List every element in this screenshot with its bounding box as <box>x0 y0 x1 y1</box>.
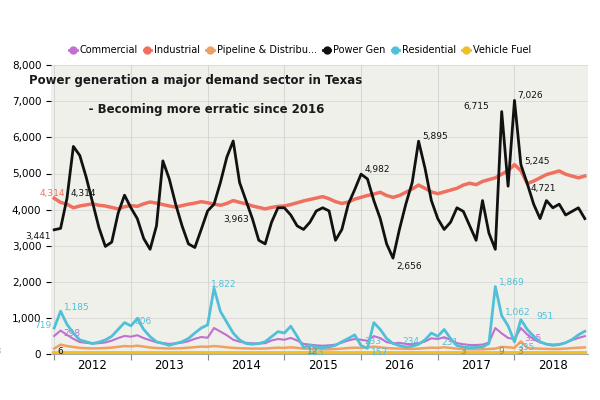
Text: 4,314: 4,314 <box>40 189 65 198</box>
Legend: Commercial, Industrial, Pipeline & Distribu..., Power Gen, Residential, Vehicle : Commercial, Industrial, Pipeline & Distr… <box>65 41 535 59</box>
Text: 951: 951 <box>537 312 554 320</box>
Text: 2,656: 2,656 <box>396 262 422 271</box>
Text: 1,869: 1,869 <box>499 278 524 288</box>
Text: 7,026: 7,026 <box>518 91 544 100</box>
Text: 3,963: 3,963 <box>224 215 250 224</box>
Text: 4,982: 4,982 <box>364 165 390 174</box>
Text: Power generation a major demand sector in Texas: Power generation a major demand sector i… <box>29 74 362 87</box>
Text: 1,062: 1,062 <box>505 308 530 316</box>
Text: Texas Downstream Demand (MMcfd): Texas Downstream Demand (MMcfd) <box>148 9 452 26</box>
Text: 12: 12 <box>307 347 318 356</box>
Text: 6: 6 <box>58 347 63 356</box>
Text: 719: 719 <box>34 321 51 330</box>
Text: 335: 335 <box>518 343 535 352</box>
Text: 3: 3 <box>460 347 466 356</box>
Text: 231: 231 <box>441 338 458 346</box>
Text: 4,314: 4,314 <box>70 189 95 198</box>
Text: 4,721: 4,721 <box>530 184 556 194</box>
Text: - Becoming more erratic since 2016: - Becoming more erratic since 2016 <box>68 103 324 116</box>
Text: 5,245: 5,245 <box>524 156 550 166</box>
Text: 378: 378 <box>0 347 1 356</box>
Text: 234: 234 <box>403 338 419 346</box>
Text: 233: 233 <box>364 338 382 346</box>
Text: 3,441: 3,441 <box>26 232 51 242</box>
Text: 3: 3 <box>518 347 523 356</box>
Text: 806: 806 <box>134 317 151 326</box>
Text: 183: 183 <box>307 348 324 357</box>
Text: 1,822: 1,822 <box>211 280 236 289</box>
Text: 6,715: 6,715 <box>463 102 489 111</box>
Text: 9: 9 <box>499 347 504 356</box>
Text: 5,895: 5,895 <box>422 132 448 141</box>
Text: 1,185: 1,185 <box>64 303 89 312</box>
Text: 335: 335 <box>524 334 541 343</box>
Text: 157: 157 <box>371 348 388 357</box>
Text: 298: 298 <box>64 328 81 338</box>
